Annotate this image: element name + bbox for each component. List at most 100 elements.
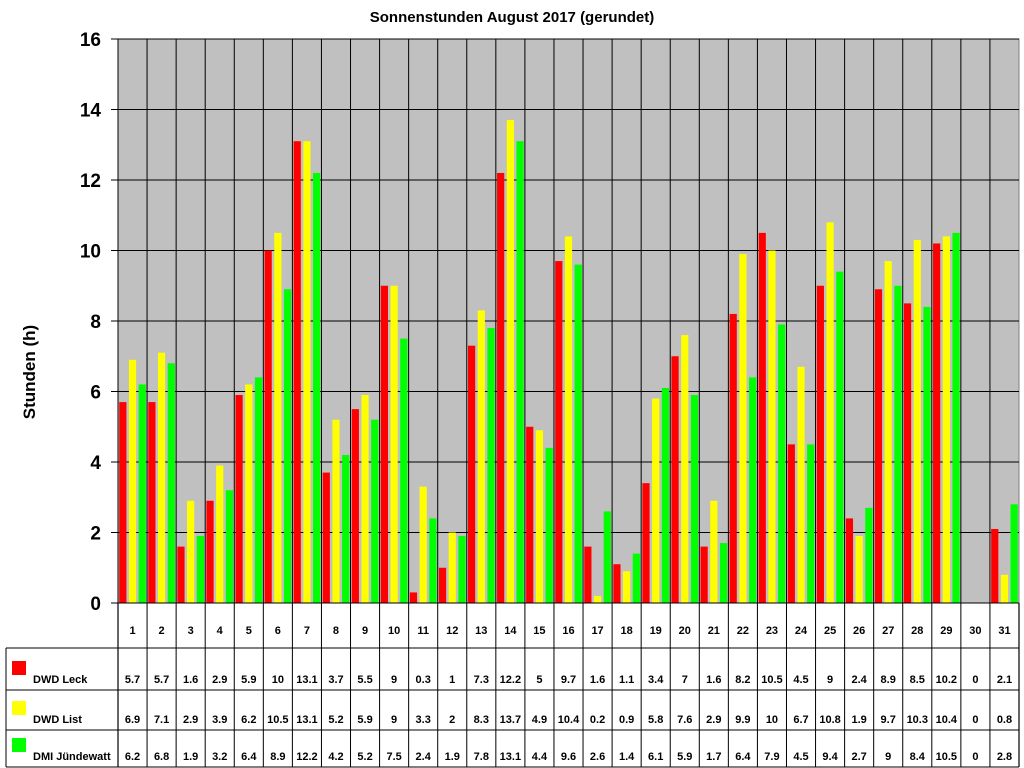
category-label: 12 bbox=[446, 625, 458, 637]
table-cell: 10.3 bbox=[907, 714, 928, 726]
bar bbox=[661, 387, 669, 603]
table-cell: 13.7 bbox=[500, 714, 521, 726]
bar bbox=[826, 222, 834, 604]
category-label: 10 bbox=[388, 625, 400, 637]
legend-label: DWD List bbox=[33, 714, 82, 726]
y-tick-label: 16 bbox=[80, 30, 101, 51]
table-cell: 8.4 bbox=[910, 751, 926, 763]
category-label: 13 bbox=[475, 625, 487, 637]
bar bbox=[380, 285, 389, 603]
bar bbox=[903, 303, 912, 603]
bar bbox=[477, 310, 485, 603]
category-label: 18 bbox=[621, 625, 633, 637]
bar bbox=[128, 359, 137, 603]
bar bbox=[623, 571, 631, 603]
bar bbox=[409, 592, 418, 603]
bar bbox=[254, 377, 263, 603]
bar bbox=[632, 553, 640, 603]
bar bbox=[729, 313, 737, 603]
category-label: 6 bbox=[275, 625, 281, 637]
table-cell: 0 bbox=[972, 751, 978, 763]
bar bbox=[739, 254, 747, 603]
table-cell: 6.9 bbox=[125, 714, 140, 726]
table-cell: 1.6 bbox=[706, 674, 721, 686]
table-cell: 6.4 bbox=[735, 751, 751, 763]
bar bbox=[719, 543, 728, 603]
bar bbox=[942, 236, 950, 603]
bar bbox=[593, 595, 602, 603]
bar bbox=[342, 454, 350, 603]
category-label: 19 bbox=[650, 625, 662, 637]
bar bbox=[235, 395, 243, 603]
table-cell: 9.6 bbox=[561, 751, 576, 763]
bar bbox=[371, 419, 379, 603]
table-cell: 10.5 bbox=[936, 751, 957, 763]
table-cell: 1.6 bbox=[183, 674, 198, 686]
y-axis: 0 2 4 6 8 10 12 14 16 bbox=[80, 30, 119, 615]
table-cell: 3.4 bbox=[648, 674, 664, 686]
bar bbox=[535, 430, 544, 603]
bar bbox=[671, 356, 679, 603]
table-cell: 2.6 bbox=[590, 751, 605, 763]
table-cell: 4.5 bbox=[793, 751, 808, 763]
table-cell: 6.4 bbox=[241, 751, 257, 763]
bar bbox=[642, 483, 650, 603]
category-label: 25 bbox=[824, 625, 836, 637]
table-cell: 10.5 bbox=[267, 714, 288, 726]
bar bbox=[206, 500, 214, 603]
bar bbox=[797, 366, 805, 603]
table-cell: 7.9 bbox=[764, 751, 779, 763]
category-label: 4 bbox=[217, 625, 224, 637]
bar bbox=[526, 426, 534, 603]
bar bbox=[177, 546, 185, 603]
table-cell: 0 bbox=[972, 714, 978, 726]
table-cell: 2.9 bbox=[706, 714, 721, 726]
table-cell: 6.2 bbox=[125, 751, 140, 763]
y-tick-label: 10 bbox=[80, 242, 101, 263]
bar bbox=[787, 444, 795, 603]
table-cell: 9 bbox=[391, 674, 397, 686]
bar bbox=[458, 536, 466, 603]
category-label: 28 bbox=[911, 625, 923, 637]
category-label: 26 bbox=[853, 625, 865, 637]
bar bbox=[564, 236, 573, 603]
chart-title: Sonnenstunden August 2017 (gerundet) bbox=[369, 9, 655, 26]
table-cell: 6.2 bbox=[241, 714, 256, 726]
table-cell: 9.4 bbox=[822, 751, 838, 763]
table-cell: 6.1 bbox=[648, 751, 663, 763]
table-cell: 5.7 bbox=[154, 674, 169, 686]
bar bbox=[1010, 504, 1018, 603]
table-cell: 3.2 bbox=[212, 751, 227, 763]
table-cell: 12.2 bbox=[500, 674, 521, 686]
bar bbox=[768, 250, 776, 603]
bar bbox=[138, 384, 146, 603]
bar bbox=[361, 395, 369, 603]
bar bbox=[468, 345, 476, 603]
table-cell: 9 bbox=[827, 674, 833, 686]
bar bbox=[196, 536, 204, 603]
bar bbox=[187, 500, 195, 603]
category-label: 8 bbox=[333, 625, 339, 637]
legend-label: DWD Leck bbox=[33, 674, 88, 686]
bar bbox=[545, 447, 553, 603]
table-cell: 0.2 bbox=[590, 714, 605, 726]
table-cell: 1.9 bbox=[851, 714, 866, 726]
category-label: 31 bbox=[998, 625, 1010, 637]
bar bbox=[652, 398, 660, 603]
bar bbox=[913, 239, 921, 604]
table-cell: 8.9 bbox=[270, 751, 285, 763]
category-label: 27 bbox=[882, 625, 894, 637]
table-cell: 0.8 bbox=[997, 714, 1012, 726]
table-cell: 9.7 bbox=[561, 674, 576, 686]
table-cell: 6.7 bbox=[793, 714, 808, 726]
y-tick-label: 2 bbox=[90, 524, 101, 545]
bar bbox=[351, 409, 359, 603]
table-cell: 5.9 bbox=[677, 751, 692, 763]
table-cell: 10 bbox=[766, 714, 778, 726]
y-tick-label: 6 bbox=[90, 383, 101, 404]
bar bbox=[167, 363, 175, 603]
bar bbox=[390, 285, 398, 603]
table-cell: 2.8 bbox=[997, 751, 1012, 763]
category-label: 5 bbox=[246, 625, 252, 637]
bar bbox=[603, 511, 611, 603]
